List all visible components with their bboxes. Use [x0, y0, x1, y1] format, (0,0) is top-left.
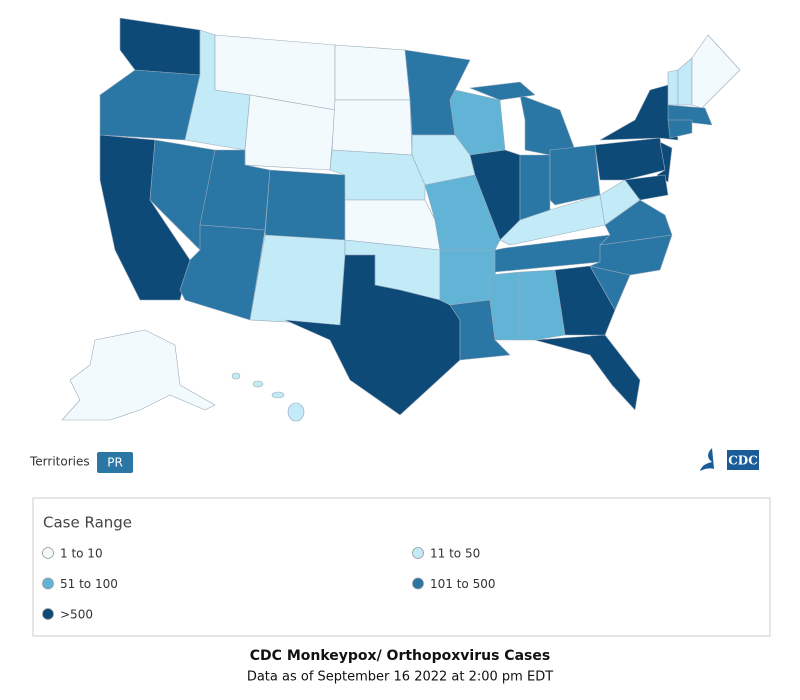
state-shape[interactable] — [334, 44, 411, 101]
state-shape[interactable] — [519, 154, 551, 221]
state-shape[interactable] — [519, 94, 576, 156]
state-shape[interactable] — [179, 224, 266, 321]
state-shape[interactable] — [519, 269, 566, 341]
cdc-logo-box — [727, 450, 759, 470]
legend-swatch — [42, 577, 54, 590]
state-shape[interactable] — [667, 69, 679, 106]
state-shape[interactable] — [534, 334, 641, 411]
legend-items: 1 to 10 11 to 50 51 to 100 101 to 500 >500 — [42, 547, 495, 622]
hhs-logo — [700, 448, 714, 471]
state-shape[interactable] — [594, 137, 666, 181]
state-shape[interactable] — [489, 271, 521, 341]
us-map — [61, 17, 741, 422]
state-shape[interactable] — [287, 402, 305, 422]
territory-button-label[interactable]: PR — [107, 456, 123, 470]
legend-swatch — [42, 608, 54, 620]
caption-subtitle: Data as of September 16 2022 at 2:00 pm … — [247, 670, 553, 685]
legend-label: 11 to 50 — [430, 547, 480, 561]
state-shape[interactable] — [624, 174, 669, 201]
state-shape[interactable] — [244, 94, 336, 171]
state-shape[interactable] — [99, 69, 201, 141]
legend-title: Case Range — [43, 514, 132, 532]
state-shape[interactable] — [667, 119, 693, 139]
state-shape[interactable] — [691, 34, 741, 109]
state-shape[interactable] — [119, 17, 201, 76]
state-shape[interactable] — [677, 57, 693, 106]
territory-button[interactable] — [97, 452, 133, 473]
territories-label: Territories — [29, 455, 90, 469]
legend-label: 101 to 500 — [430, 577, 495, 591]
legend-swatch — [412, 577, 424, 590]
legend-swatch — [42, 547, 54, 559]
state-shape[interactable] — [469, 81, 536, 101]
state-shape[interactable] — [331, 99, 413, 156]
state-shape[interactable] — [249, 234, 346, 326]
state-shape[interactable] — [549, 144, 601, 206]
cdc-logo-text: CDC — [728, 454, 758, 468]
legend-label: 1 to 10 — [60, 547, 103, 561]
state-shape[interactable] — [494, 234, 611, 273]
legend-swatch — [412, 547, 424, 559]
cdc-logo: CDC — [700, 448, 759, 471]
legend-box — [32, 497, 771, 637]
state-shape[interactable] — [231, 372, 241, 380]
caption-title: CDC Monkeypox/ Orthopoxvirus Cases — [250, 648, 550, 664]
state-shape[interactable] — [264, 169, 346, 241]
state-shape[interactable] — [252, 380, 264, 388]
state-shape[interactable] — [61, 329, 216, 421]
state-shape[interactable] — [271, 391, 285, 399]
legend-label: >500 — [60, 608, 93, 622]
state-shape[interactable] — [554, 265, 616, 336]
legend-label: 51 to 100 — [60, 577, 118, 591]
state-shape[interactable] — [599, 84, 679, 141]
